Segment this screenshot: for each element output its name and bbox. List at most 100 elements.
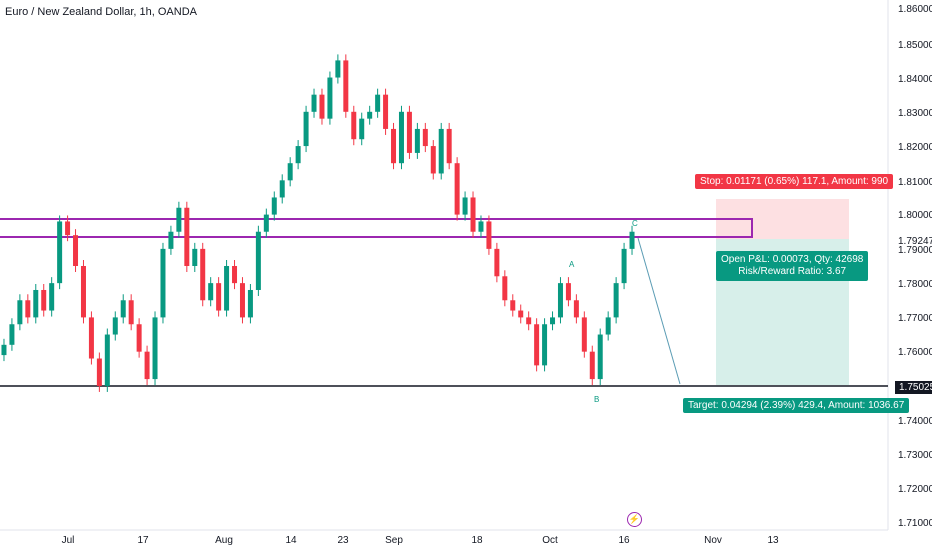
y-tick-label: 1.83000 xyxy=(898,108,932,119)
risk-reward: Risk/Reward Ratio: 3.67 xyxy=(738,266,847,277)
y-tick-label: 1.76000 xyxy=(898,347,932,358)
candle-body xyxy=(518,310,524,318)
stop-label[interactable]: Stop: 0.01171 (0.65%) 117.1, Amount: 990 xyxy=(695,174,894,189)
candle-body xyxy=(271,197,277,215)
lightning-icon[interactable]: ⚡ xyxy=(627,512,642,527)
candle-body xyxy=(295,146,301,164)
candle-body xyxy=(33,289,39,318)
candle-body xyxy=(104,334,110,386)
y-tick-label: 1.74000 xyxy=(898,416,932,427)
x-tick-label: 17 xyxy=(137,535,149,546)
candle-body xyxy=(255,231,261,290)
candle-body xyxy=(367,111,373,119)
candle-body xyxy=(41,289,47,311)
candle-body xyxy=(192,248,198,266)
candle-body xyxy=(542,324,548,366)
candle-body xyxy=(462,197,468,215)
candle-body xyxy=(398,111,404,164)
x-tick-label: Oct xyxy=(542,535,558,546)
y-tick-label: 1.85000 xyxy=(898,40,932,51)
candle-body xyxy=(279,180,285,198)
candle-body xyxy=(621,248,627,284)
y-tick-label: 1.71000 xyxy=(898,518,932,529)
y-tick-label: 1.86000 xyxy=(898,4,932,15)
candle-body xyxy=(494,248,500,277)
candle-body xyxy=(327,77,333,119)
y-tick-label: 1.81000 xyxy=(898,177,932,188)
candle-body xyxy=(224,266,230,311)
candle-body xyxy=(359,118,365,140)
candle-body xyxy=(17,300,23,325)
current-price-badge: 1.75025 xyxy=(895,381,932,394)
y-tick-label: 1.73000 xyxy=(898,450,932,461)
y-tick-label: 1.80000 xyxy=(898,210,932,221)
candle-body xyxy=(422,128,428,147)
target-label[interactable]: Target: 0.04294 (2.39%) 429.4, Amount: 1… xyxy=(683,398,910,413)
x-tick-label: Sep xyxy=(385,535,403,546)
candle-body xyxy=(112,317,118,335)
candle-body xyxy=(414,128,420,153)
candle-body xyxy=(152,317,158,380)
open-pnl: Open P&L: 0.00073, Qty: 42698 xyxy=(721,254,864,265)
price-series xyxy=(1,54,635,392)
candle-body xyxy=(605,317,611,335)
x-tick-label: 16 xyxy=(618,535,630,546)
pnl-label[interactable]: Open P&L: 0.00073, Qty: 42698 Risk/Rewar… xyxy=(716,251,869,281)
y-tick-label: 1.82000 xyxy=(898,142,932,153)
candle-body xyxy=(613,283,619,318)
x-tick-label: 18 xyxy=(471,535,483,546)
x-tick-label: 14 xyxy=(285,535,297,546)
candle-body xyxy=(168,231,174,249)
candle-body xyxy=(49,283,55,311)
y-tick-label: 1.79000 xyxy=(898,245,932,256)
candle-body xyxy=(263,214,269,232)
candle-body xyxy=(319,94,325,119)
candle-body xyxy=(597,334,603,380)
candle-body xyxy=(216,283,222,311)
chart-title: Euro / New Zealand Dollar, 1h, OANDA xyxy=(5,6,197,18)
x-tick-label: Nov xyxy=(704,535,722,546)
candle-body xyxy=(534,324,540,366)
y-tick-label: 1.72000 xyxy=(898,484,932,495)
candle-body xyxy=(502,276,508,301)
candle-body xyxy=(65,221,71,236)
candle-body xyxy=(589,351,595,380)
candle-body xyxy=(343,60,349,112)
candle-body xyxy=(573,300,579,318)
candle-body xyxy=(438,128,444,174)
wave-label-b: B xyxy=(594,395,599,404)
candle-body xyxy=(57,221,63,284)
candle-body xyxy=(287,163,293,181)
candle-body xyxy=(557,283,563,318)
candle-body xyxy=(629,231,635,249)
candle-body xyxy=(303,111,309,147)
candle-body xyxy=(581,317,587,352)
y-tick-label: 1.78000 xyxy=(898,279,932,290)
y-tick-label: 1.79247 xyxy=(898,236,932,247)
wave-label-c: C xyxy=(632,219,638,228)
candle-body xyxy=(375,94,381,112)
candle-body xyxy=(510,300,516,311)
candle-body xyxy=(200,248,206,301)
candle-body xyxy=(160,248,166,318)
projection-line[interactable] xyxy=(637,237,681,385)
candle-body xyxy=(478,221,484,232)
candle-body xyxy=(430,146,436,174)
candle-body xyxy=(144,351,150,380)
candle-body xyxy=(208,283,214,301)
resistance-zone[interactable] xyxy=(0,218,753,238)
candle-body xyxy=(391,128,397,164)
candle-body xyxy=(351,111,357,140)
candle-body xyxy=(176,207,182,232)
candle-body xyxy=(239,283,245,318)
candle-body xyxy=(486,221,492,249)
candle-body xyxy=(184,207,190,266)
x-tick-label: Jul xyxy=(62,535,75,546)
candle-body xyxy=(128,300,134,325)
x-tick-label: 23 xyxy=(337,535,349,546)
candle-body xyxy=(550,317,556,325)
candle-body xyxy=(80,266,86,318)
candle-body xyxy=(1,344,7,356)
candle-body xyxy=(406,111,412,153)
